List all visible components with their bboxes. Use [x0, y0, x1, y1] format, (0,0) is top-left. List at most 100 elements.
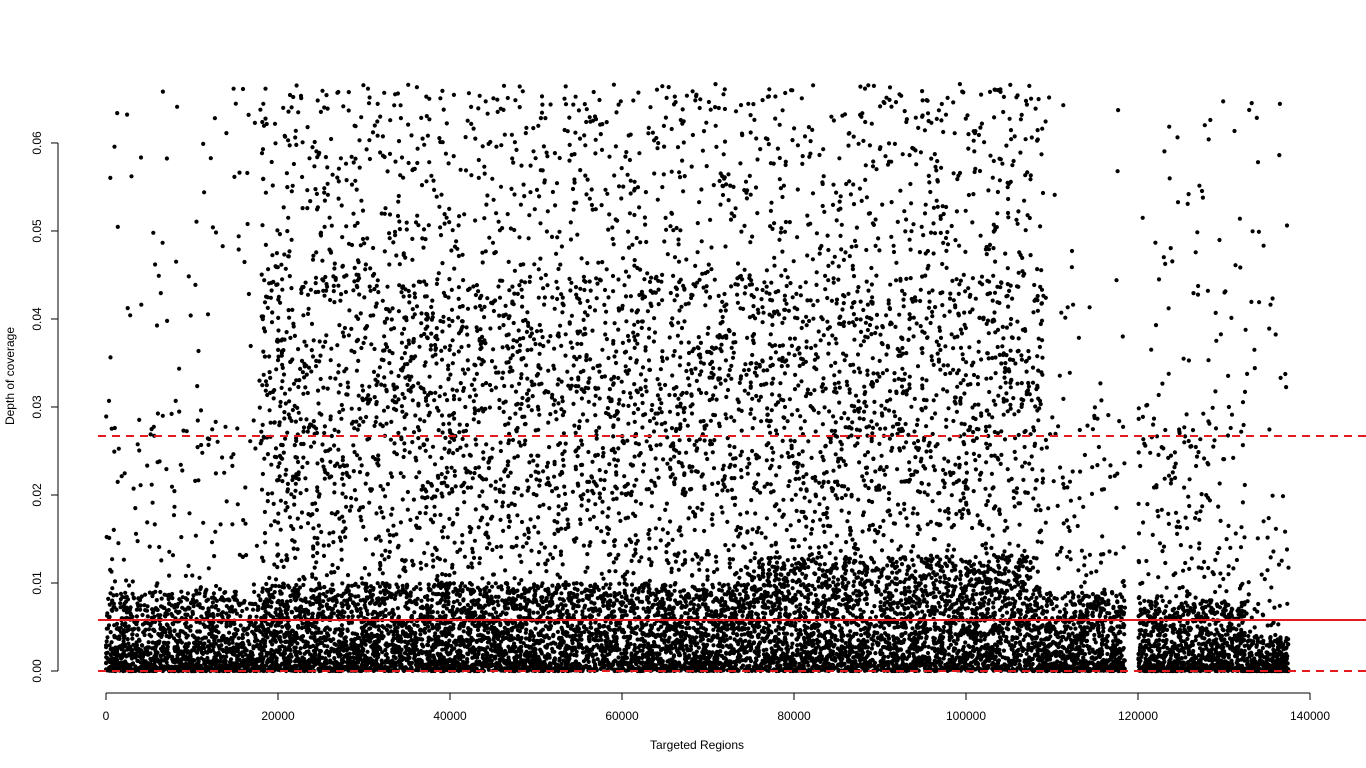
data-point [678, 589, 683, 594]
data-point [375, 581, 380, 586]
data-point [555, 608, 560, 613]
data-point [238, 614, 243, 619]
data-point [951, 639, 957, 644]
data-point [731, 631, 736, 636]
data-point [1018, 632, 1023, 637]
data-point [1012, 604, 1017, 609]
data-point [254, 614, 259, 619]
data-point [320, 655, 325, 661]
data-point [273, 583, 278, 589]
data-point [984, 586, 990, 591]
data-point [234, 642, 239, 647]
data-point [789, 645, 794, 650]
data-point [684, 626, 689, 631]
data-point [575, 603, 580, 609]
data-point [1041, 596, 1046, 601]
data-point [709, 609, 714, 614]
data-point [382, 625, 387, 630]
data-point [603, 638, 608, 643]
data-point [440, 647, 445, 652]
data-point [788, 568, 794, 573]
data-point [346, 588, 351, 594]
data-point [691, 597, 696, 602]
data-point [854, 575, 859, 581]
data-point [612, 594, 617, 599]
data-point [993, 654, 998, 659]
data-point [326, 597, 331, 603]
data-point [378, 590, 383, 595]
data-point [640, 655, 645, 661]
data-point [853, 659, 858, 664]
data-point [224, 654, 229, 659]
data-point [450, 611, 455, 616]
data-point [289, 654, 294, 659]
data-point [1065, 591, 1071, 596]
data-point [555, 629, 561, 635]
data-point [920, 593, 926, 598]
data-point [506, 585, 511, 590]
data-point [244, 606, 249, 611]
data-point [109, 640, 114, 645]
data-point [864, 601, 870, 607]
data-point [907, 589, 912, 594]
data-point [1080, 590, 1085, 596]
data-point [915, 596, 920, 601]
data-point [798, 613, 803, 618]
data-point [625, 639, 630, 644]
data-point [958, 569, 963, 574]
data-point [252, 639, 258, 644]
data-point [688, 644, 694, 649]
data-point [852, 572, 857, 577]
data-point [617, 591, 622, 596]
data-point [599, 637, 604, 643]
data-point [404, 595, 409, 600]
data-point [1090, 592, 1095, 597]
data-point [1101, 629, 1106, 634]
data-point [753, 660, 758, 665]
data-point [250, 607, 256, 612]
data-point [745, 601, 750, 606]
data-point [1185, 621, 1190, 626]
data-point [444, 634, 449, 639]
data-point [833, 556, 838, 561]
data-point [345, 605, 351, 611]
data-point [451, 581, 456, 586]
data-point [328, 638, 334, 644]
points-layer [104, 82, 1291, 674]
data-point [1100, 652, 1105, 657]
data-point [964, 594, 969, 599]
data-point [586, 607, 592, 612]
data-point [760, 610, 766, 615]
data-point [849, 568, 855, 573]
data-point [461, 629, 466, 634]
data-point [902, 606, 907, 611]
data-point [931, 590, 936, 595]
data-point [1236, 623, 1241, 628]
data-point [806, 592, 811, 598]
data-point [1122, 632, 1127, 637]
data-point [1246, 638, 1251, 643]
data-point [718, 649, 723, 654]
data-point [573, 609, 579, 614]
data-point [635, 605, 640, 611]
data-point [823, 598, 829, 603]
data-point [107, 602, 112, 607]
data-point [1163, 623, 1168, 628]
data-point [270, 583, 275, 589]
data-point [118, 605, 123, 610]
data-point [254, 644, 259, 649]
data-point [330, 582, 335, 587]
data-point [518, 645, 523, 650]
data-point [123, 590, 128, 595]
data-point [1012, 584, 1018, 589]
data-point [1064, 602, 1069, 607]
data-point [695, 615, 700, 620]
data-point [608, 620, 613, 626]
data-point [274, 607, 279, 612]
data-point [971, 588, 976, 593]
data-point [1015, 629, 1020, 634]
data-point [840, 597, 845, 603]
data-point [776, 588, 782, 594]
data-point [1207, 622, 1212, 627]
